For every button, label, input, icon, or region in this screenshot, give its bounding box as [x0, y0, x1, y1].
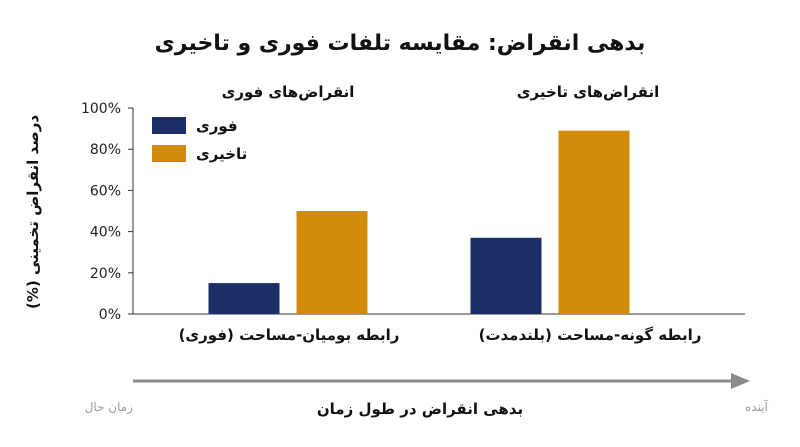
- bar-delayed-0: [296, 211, 368, 314]
- category-label-immediate: رابطه بومیان-مساحت (فوری): [179, 326, 400, 344]
- legend: فوری تاخیری: [152, 117, 247, 163]
- bar-immediate-0: [208, 283, 280, 314]
- panel-title-delayed: انقراض‌های تاخیری: [517, 83, 660, 101]
- bars: [208, 130, 630, 314]
- chart-title: بدهی انقراض: مقایسه تلفات فوری و تاخیری: [155, 31, 646, 56]
- y-tick-label: 20%: [90, 266, 121, 282]
- time-axis-label: بدهی انقراض در طول زمان: [317, 400, 523, 418]
- y-tick-label: 40%: [90, 225, 121, 241]
- bar-immediate-1: [470, 237, 542, 314]
- legend-label-immediate: فوری: [196, 117, 238, 135]
- legend-label-delayed: تاخیری: [196, 145, 247, 163]
- panel-title-immediate: انقراض‌های فوری: [222, 83, 355, 101]
- category-label-longterm: رابطه گونه-مساحت (بلندمدت): [479, 326, 702, 344]
- time-arrow-head-icon: [731, 373, 750, 389]
- y-axis-ticks: 0% 20% 40% 60% 80% 100%: [81, 101, 133, 323]
- legend-swatch-delayed: [152, 145, 186, 162]
- bar-delayed-1: [558, 130, 630, 314]
- y-tick-label: 0%: [99, 307, 121, 323]
- legend-swatch-immediate: [152, 117, 186, 134]
- y-tick-label: 80%: [90, 142, 121, 158]
- time-end-label: آینده: [745, 399, 769, 414]
- y-tick-label: 60%: [90, 183, 121, 199]
- y-axis-label: درصد انقراض تخمینی (%): [24, 115, 42, 309]
- y-tick-label: 100%: [81, 101, 121, 117]
- time-start-label: زمان حال: [85, 400, 134, 415]
